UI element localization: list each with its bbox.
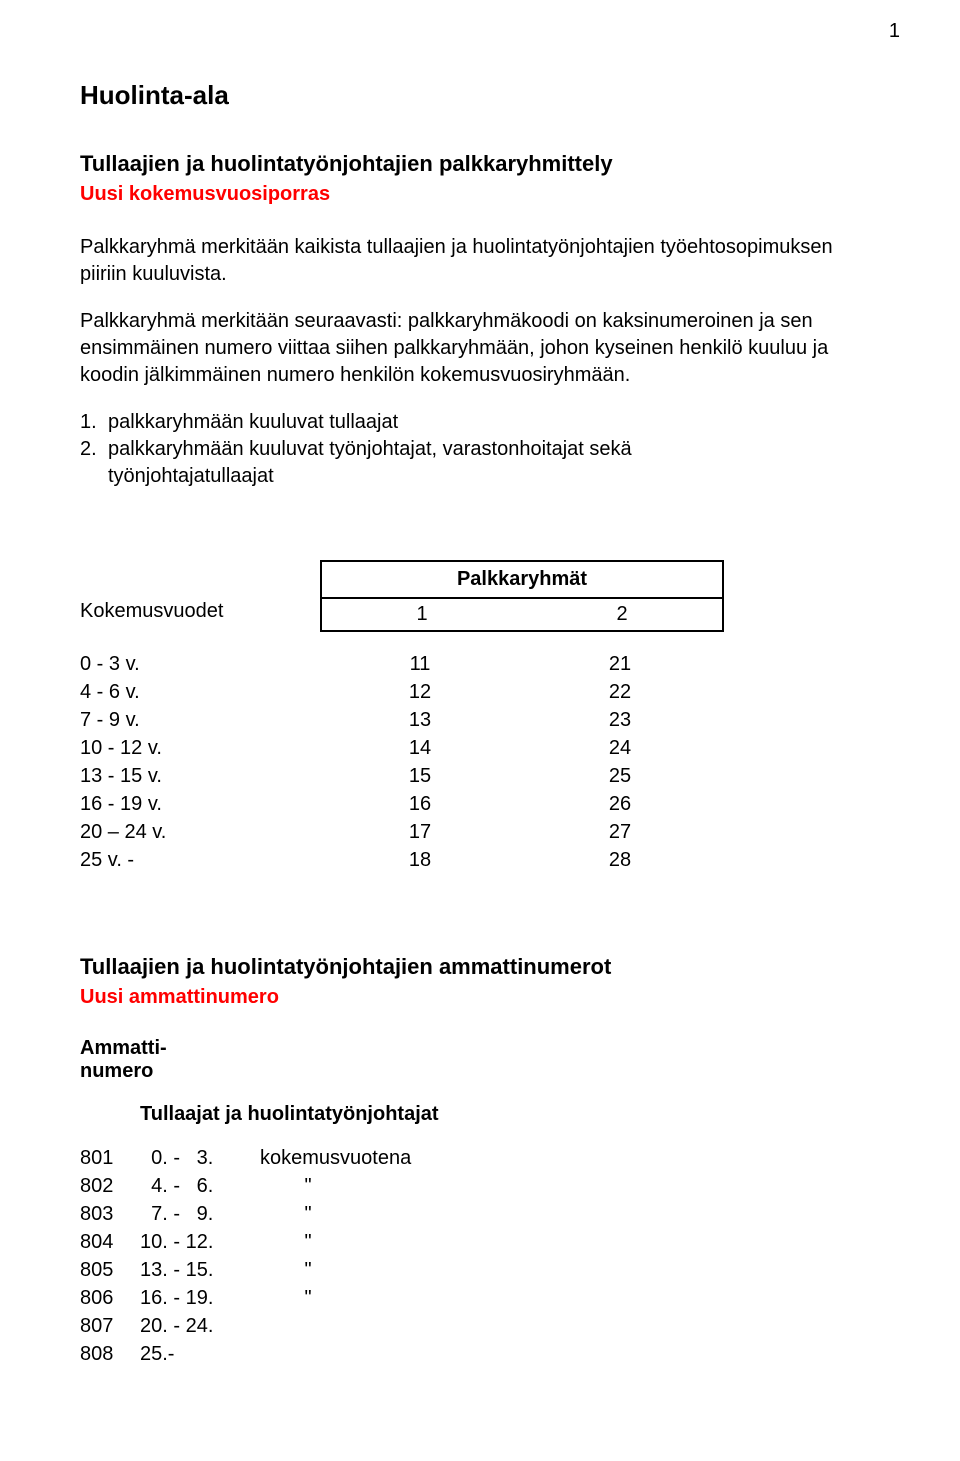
table-row-kokemus: 0 - 3 v.: [80, 650, 320, 678]
table-cell: 17: [320, 818, 520, 846]
ammatti-range: 20. - 24.: [140, 1312, 260, 1340]
ammatti-row: 801 0. - 3.kokemusvuotena: [80, 1144, 880, 1172]
pk-col-1: 1112131415161718: [320, 650, 520, 874]
table-cell: 11: [320, 650, 520, 678]
page: 1 Huolinta-ala Tullaajien ja huolintatyö…: [0, 0, 960, 1461]
ammatti-rows: 801 0. - 3.kokemusvuotena802 4. - 6. "80…: [80, 1144, 880, 1368]
table-cell: 27: [520, 818, 720, 846]
ammatti-sub-head: Tullaajat ja huolintatyönjohtajat: [140, 1103, 880, 1126]
ammatti-row: 80410. - 12. ": [80, 1228, 880, 1256]
ammatti-note: ": [260, 1284, 312, 1312]
pk-col-header: 2: [522, 599, 722, 630]
ammatti-row: 80825.-: [80, 1340, 880, 1368]
ammatti-range: 4. - 6.: [140, 1172, 260, 1200]
section1-subtitle: Uusi kokemusvuosiporras: [80, 183, 880, 206]
table-row-kokemus: 7 - 9 v.: [80, 706, 320, 734]
ammatti-range: 16. - 19.: [140, 1284, 260, 1312]
section2-subtitle: Uusi ammattinumero: [80, 986, 880, 1009]
ammatti-row: 802 4. - 6. ": [80, 1172, 880, 1200]
list-num: 1.: [80, 409, 108, 436]
ammatti-code: 808: [80, 1340, 140, 1368]
table-cell: 14: [320, 734, 520, 762]
ammatti-col-head: Ammatti- numero: [80, 1037, 880, 1083]
table-cell: 22: [520, 678, 720, 706]
ammatti-code: 804: [80, 1228, 140, 1256]
table-cell: 21: [520, 650, 720, 678]
list-text: palkkaryhmään kuuluvat työnjohtajat, var…: [108, 436, 880, 463]
list-num: 2.: [80, 436, 108, 463]
table-cell: 12: [320, 678, 520, 706]
table-cell: 28: [520, 846, 720, 874]
ammatti-note: ": [260, 1228, 312, 1256]
section2-title: Tullaajien ja huolintatyönjohtajien amma…: [80, 954, 880, 980]
ammatti-code: 807: [80, 1312, 140, 1340]
section1-para2: Palkkaryhmä merkitään seuraavasti: palkk…: [80, 308, 880, 389]
section1-title: Tullaajien ja huolintatyönjohtajien palk…: [80, 151, 880, 177]
palkkaryhmat-table: Kokemusvuodet Palkkaryhmät 1 2 0 - 3 v.4…: [80, 560, 720, 874]
table-row-kokemus: 25 v. -: [80, 846, 320, 874]
ammatti-range: 7. - 9.: [140, 1200, 260, 1228]
table-row-kokemus: 16 - 19 v.: [80, 790, 320, 818]
ammatti-row: 803 7. - 9. ": [80, 1200, 880, 1228]
table-row-kokemus: 10 - 12 v.: [80, 734, 320, 762]
doc-title: Huolinta-ala: [80, 80, 880, 111]
table-cell: 16: [320, 790, 520, 818]
ammatti-code: 801: [80, 1144, 140, 1172]
pk-col-2: 2122232425262728: [520, 650, 720, 874]
pk-header: Palkkaryhmät: [322, 562, 722, 599]
list-item: 2. palkkaryhmään kuuluvat työnjohtajat, …: [80, 436, 880, 463]
section1-para1: Palkkaryhmä merkitään kaikista tullaajie…: [80, 234, 880, 288]
ammatti-range: 13. - 15.: [140, 1256, 260, 1284]
pk-box: Palkkaryhmät 1 2: [320, 560, 724, 632]
table-cell: 18: [320, 846, 520, 874]
table-row-kokemus: 20 – 24 v.: [80, 818, 320, 846]
list-item: 1. palkkaryhmään kuuluvat tullaajat: [80, 409, 880, 436]
ammatti-code: 805: [80, 1256, 140, 1284]
ammatti-code: 803: [80, 1200, 140, 1228]
table-cell: 23: [520, 706, 720, 734]
pk-body: 0 - 3 v.4 - 6 v.7 - 9 v.10 - 12 v.13 - 1…: [80, 650, 720, 874]
table-cell: 24: [520, 734, 720, 762]
ammatti-row: 80616. - 19. ": [80, 1284, 880, 1312]
ammatti-range: 25.-: [140, 1340, 260, 1368]
ammatti-range: 10. - 12.: [140, 1228, 260, 1256]
ammatti-note: ": [260, 1172, 312, 1200]
list-text: palkkaryhmään kuuluvat tullaajat: [108, 409, 880, 436]
pk-col-headers: 1 2: [322, 599, 722, 630]
pk-col-header: 1: [322, 599, 522, 630]
table-cell: 26: [520, 790, 720, 818]
table-row-kokemus: 13 - 15 v.: [80, 762, 320, 790]
pk-left-label: Kokemusvuodet: [80, 560, 320, 632]
list-text-cont: työnjohtajatullaajat: [108, 463, 880, 490]
section1-list: 1. palkkaryhmään kuuluvat tullaajat 2. p…: [80, 409, 880, 490]
ammatti-note: ": [260, 1200, 312, 1228]
pk-col-kokemus: 0 - 3 v.4 - 6 v.7 - 9 v.10 - 12 v.13 - 1…: [80, 650, 320, 874]
page-number: 1: [889, 20, 900, 43]
ammatti-note: ": [260, 1256, 312, 1284]
ammatti-range: 0. - 3.: [140, 1144, 260, 1172]
pk-head: Kokemusvuodet Palkkaryhmät 1 2: [80, 560, 720, 632]
table-cell: 13: [320, 706, 520, 734]
ammatti-note: kokemusvuotena: [260, 1144, 411, 1172]
ammatti-row: 80513. - 15. ": [80, 1256, 880, 1284]
table-cell: 15: [320, 762, 520, 790]
table-row-kokemus: 4 - 6 v.: [80, 678, 320, 706]
ammatti-code: 802: [80, 1172, 140, 1200]
ammatti-row: 80720. - 24.: [80, 1312, 880, 1340]
table-cell: 25: [520, 762, 720, 790]
ammatti-code: 806: [80, 1284, 140, 1312]
